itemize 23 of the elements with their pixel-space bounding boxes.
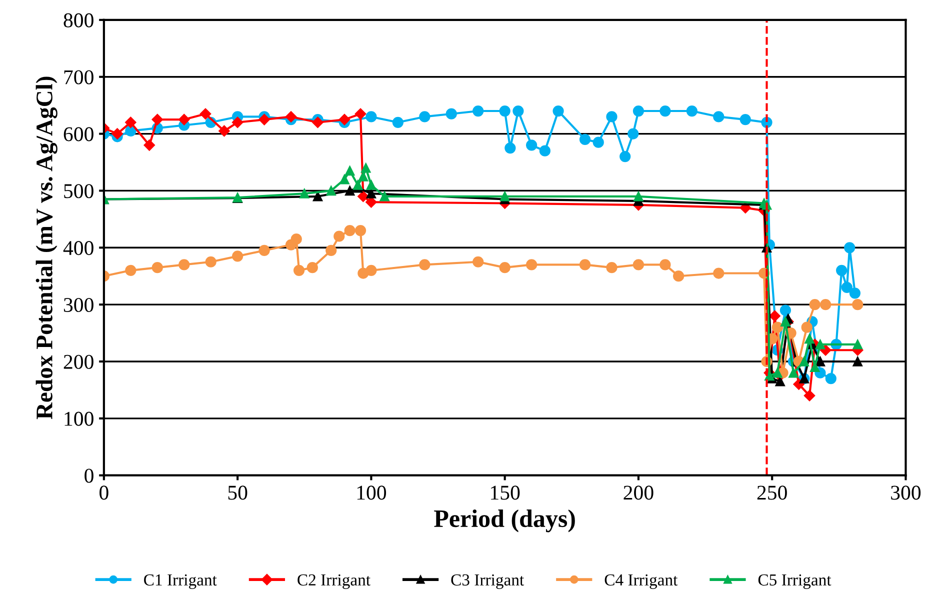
legend-label: C4 Irrigant [604, 574, 678, 589]
y-tick-label: 200 [64, 354, 94, 369]
y-tick-label: 600 [64, 127, 94, 142]
y-tick-label: 800 [64, 13, 94, 28]
legend-label: C3 Irrigant [451, 574, 524, 589]
legend-label: C5 Irrigant [758, 574, 832, 589]
x-tick-label: 250 [757, 486, 787, 500]
y-tick-label: 100 [64, 412, 94, 426]
y-tick-label: 300 [64, 298, 94, 312]
x-tick-label: 0 [100, 486, 108, 500]
x-tick-label: 150 [491, 486, 520, 500]
legend-label: C2 Irrigant [298, 574, 370, 589]
x-tick-label: 100 [357, 486, 386, 500]
x-tick-label: 300 [891, 486, 921, 500]
x-axis-title: Period (days) [434, 510, 575, 532]
x-tick-label: 50 [228, 486, 248, 500]
y-axis-title: Redox Potential (mV vs. Ag/AgCl) [36, 76, 58, 420]
y-tick-label: 0 [84, 468, 94, 483]
y-tick-label: 400 [63, 241, 94, 256]
x-tick-label: 200 [624, 486, 654, 500]
y-tick-label: 500 [64, 184, 94, 198]
legend-label: C1 Irrigant [144, 574, 217, 589]
y-tick-label: 700 [64, 70, 94, 84]
